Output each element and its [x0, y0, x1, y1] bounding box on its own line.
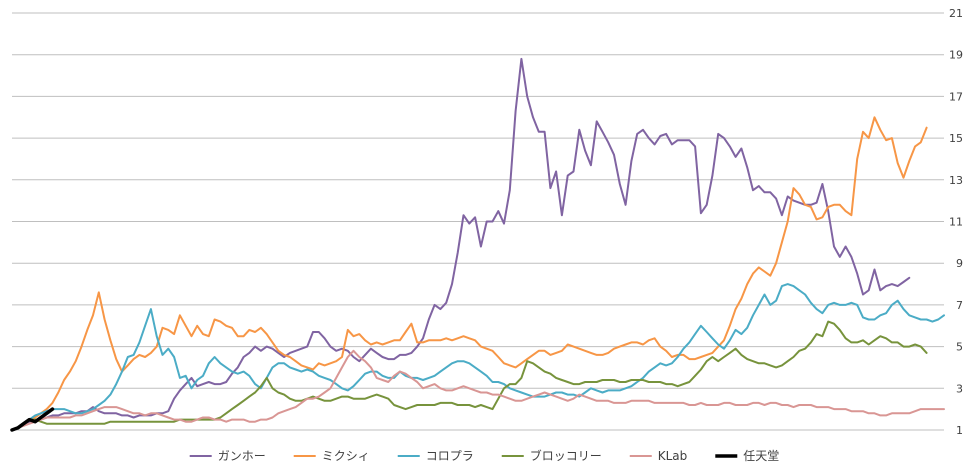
- y-tick-label: 7: [956, 299, 963, 312]
- legend-item-1: ミクシィ: [293, 449, 370, 463]
- y-tick-label: 11: [949, 216, 963, 229]
- legend-label: ブロッコリー: [530, 448, 602, 463]
- legend-item-4: KLab: [629, 449, 688, 463]
- y-tick-label: 21: [949, 7, 963, 20]
- legend-item-2: コロプラ: [397, 449, 474, 463]
- series-line-4: [11, 349, 945, 431]
- series-line-5: [10, 407, 55, 432]
- series-lines: [10, 57, 945, 432]
- legend-label: ミクシィ: [322, 449, 370, 463]
- y-tick-label: 1: [956, 424, 963, 437]
- series-line-0: [11, 57, 911, 431]
- gridlines: [12, 12, 944, 431]
- y-tick-label: 9: [956, 257, 963, 270]
- legend-label: ガンホー: [218, 449, 266, 463]
- legend-label: 任天堂: [743, 449, 779, 463]
- legend: ガンホー ミクシィ コロプラ ブロッコリー KLab 任天堂: [189, 448, 779, 463]
- legend-label: KLab: [658, 449, 688, 463]
- y-tick-label: 19: [949, 49, 963, 62]
- legend-item-0: ガンホー: [189, 449, 266, 463]
- y-tick-label: 17: [949, 90, 963, 103]
- legend-label: コロプラ: [426, 449, 474, 463]
- y-tick-label: 5: [956, 341, 963, 354]
- series-line-3: [11, 320, 928, 431]
- series-line-2: [11, 283, 945, 431]
- y-tick-label: 13: [949, 174, 963, 187]
- y-tick-label: 15: [949, 132, 963, 145]
- legend-item-3: ブロッコリー: [501, 448, 602, 463]
- y-tick-label: 3: [956, 382, 963, 395]
- series-line-1: [11, 116, 928, 431]
- legend-item-5: 任天堂: [715, 449, 779, 463]
